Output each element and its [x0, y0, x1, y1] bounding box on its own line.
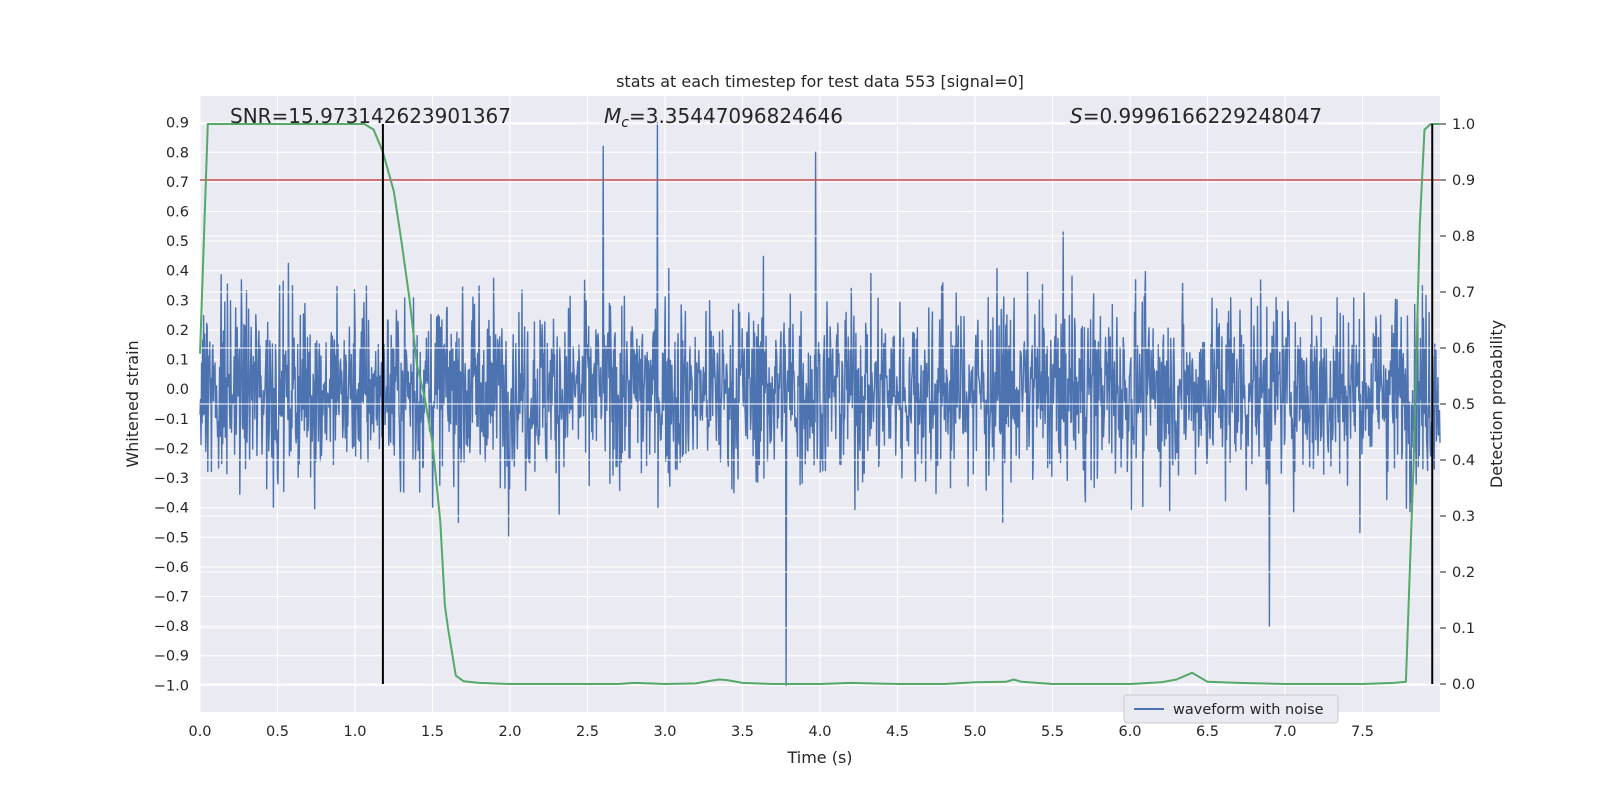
y-left-tick-label-6: 0.3 — [166, 293, 189, 309]
y-left-tick-label-18: −0.9 — [154, 649, 189, 665]
y-left-tick-label-16: −0.7 — [154, 590, 189, 606]
x-tick-label-15: 7.5 — [1351, 724, 1374, 740]
chart-title: stats at each timestep for test data 553… — [616, 72, 1024, 91]
x-tick-label-8: 4.0 — [808, 724, 831, 740]
detection-probability-line — [199, 123, 1440, 685]
y-left-tick-label-9: 0.0 — [166, 382, 189, 398]
x-tick-label-6: 3.0 — [653, 724, 676, 740]
tick-labels: 0.0 0.5 1.0 1.5 2.0 2.5 3.0 3.5 4.0 4.5 5.0 5.5 6.0 6… — [154, 116, 1475, 740]
x-tick-label-13: 6.5 — [1196, 724, 1219, 740]
y-axis-label-left: Whitened strain — [123, 340, 142, 467]
waveform-series — [199, 122, 1441, 686]
y-right-tick-label-3: 0.7 — [1452, 285, 1475, 301]
x-tick-label-3: 1.5 — [421, 724, 444, 740]
score-annotation: S=0.9996166229248047 — [1070, 104, 1322, 128]
y-left-tick-label-15: −0.6 — [154, 560, 189, 576]
y-left-tick-label-19: −1.0 — [154, 678, 189, 694]
x-tick-label-2: 1.0 — [343, 724, 366, 740]
y-right-tick-label-4: 0.6 — [1452, 341, 1475, 357]
x-tick-label-0: 0.0 — [188, 724, 211, 740]
legend-label: waveform with noise — [1173, 702, 1324, 718]
y-axis-label-right: Detection probability — [1487, 320, 1506, 488]
x-tick-label-1: 0.5 — [266, 724, 289, 740]
y-left-tick-label-2: 0.7 — [166, 175, 189, 191]
x-tick-label-4: 2.0 — [498, 724, 521, 740]
x-tick-label-12: 6.0 — [1118, 724, 1141, 740]
y-right-tick-label-7: 0.3 — [1452, 509, 1475, 525]
legend-box — [1123, 694, 1339, 724]
x-tick-label-5: 2.5 — [576, 724, 599, 740]
snr-annotation: SNR=15.973142623901367 — [230, 104, 511, 128]
y-right-tick-label-10: 0.0 — [1452, 677, 1475, 693]
x-tick-label-14: 7.0 — [1273, 724, 1296, 740]
y-left-tick-label-11: −0.2 — [154, 441, 189, 457]
overlay — [199, 123, 1446, 685]
y-left-tick-label-1: 0.8 — [166, 145, 189, 161]
x-tick-label-10: 5.0 — [963, 724, 986, 740]
y-left-tick-label-10: −0.1 — [154, 412, 189, 428]
x-tick-label-9: 4.5 — [886, 724, 909, 740]
y-left-tick-label-14: −0.5 — [154, 530, 189, 546]
x-tick-label-7: 3.5 — [731, 724, 754, 740]
y-left-tick-label-13: −0.4 — [154, 501, 189, 517]
y-right-tick-label-2: 0.8 — [1452, 229, 1475, 245]
y-left-tick-label-12: −0.3 — [154, 471, 189, 487]
y-left-tick-label-7: 0.2 — [166, 323, 189, 339]
y-left-tick-label-0: 0.9 — [166, 116, 189, 132]
chirp-mass-annotation: Mc=3.35447096824646 — [604, 104, 843, 131]
x-tick-label-11: 5.5 — [1041, 724, 1064, 740]
y-right-tick-label-0: 1.0 — [1452, 117, 1475, 133]
waveform-line — [199, 122, 1441, 686]
y-right-tick-label-6: 0.4 — [1452, 453, 1475, 469]
y-right-tick-label-5: 0.5 — [1452, 397, 1475, 413]
y-left-tick-label-17: −0.8 — [154, 619, 189, 635]
y-right-tick-label-8: 0.2 — [1452, 565, 1475, 581]
y-left-tick-label-4: 0.5 — [166, 234, 189, 250]
y-left-tick-label-8: 0.1 — [166, 353, 189, 369]
y-right-tick-label-1: 0.9 — [1452, 173, 1475, 189]
y-right-tick-label-9: 0.1 — [1452, 621, 1475, 637]
legend: waveform with noise — [1123, 694, 1339, 724]
y-left-tick-label-3: 0.6 — [166, 205, 189, 221]
x-axis-label: Time (s) — [786, 748, 852, 767]
y-left-tick-label-5: 0.4 — [166, 264, 189, 280]
